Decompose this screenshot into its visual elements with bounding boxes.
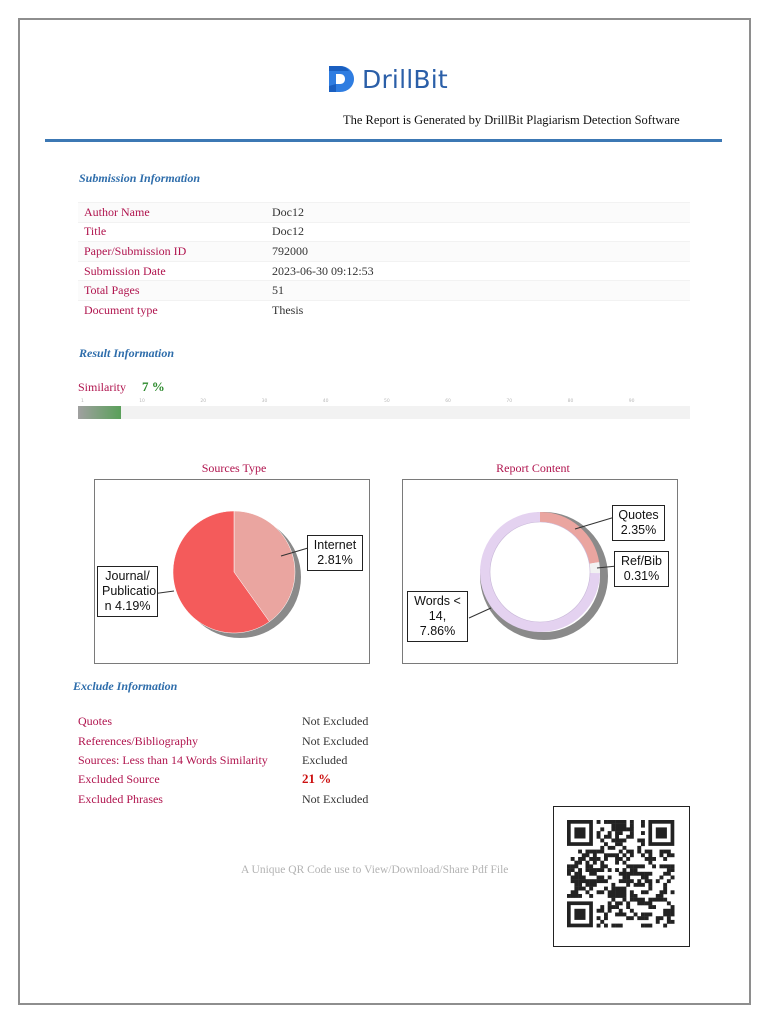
report-content-title: Report Content xyxy=(496,461,570,475)
table-row: Author Name Doc12 xyxy=(78,202,690,223)
exclude-value: Not Excluded xyxy=(302,714,369,728)
exclude-label: Sources: Less than 14 Words Similarity xyxy=(78,753,268,767)
callout-line: Publicatio xyxy=(102,584,157,598)
row-value: Doc12 xyxy=(266,202,690,223)
table-row: Paper/Submission ID 792000 xyxy=(78,241,690,262)
callout-line: n 4.19% xyxy=(104,599,151,613)
words-callout: Words < 14, 7.86% xyxy=(407,591,468,642)
refbib-callout: Ref/Bib 0.31% xyxy=(614,551,669,587)
sources-type-slices xyxy=(172,510,296,634)
submission-info-table: Author Name Doc12 Title Doc12 Paper/Subm… xyxy=(78,202,690,321)
scale-tick: 90 xyxy=(628,399,635,404)
excluded-source-value: 21 % xyxy=(302,771,332,786)
callout-line: Quotes xyxy=(618,508,659,522)
row-value: Doc12 xyxy=(266,221,690,242)
quotes-callout: Quotes 2.35% xyxy=(612,505,665,541)
row-value: Thesis xyxy=(266,299,690,321)
qr-caption: A Unique QR Code use to View/Download/Sh… xyxy=(241,864,509,876)
report-content-svg xyxy=(468,512,618,640)
row-label: Document type xyxy=(78,299,266,321)
drillbit-logo-icon xyxy=(329,66,354,92)
similarity-bar-fill xyxy=(78,406,121,419)
scale-tick: 50 xyxy=(384,399,390,404)
donut-slice-2 xyxy=(480,512,600,632)
report-tagline: The Report is Generated by DrillBit Plag… xyxy=(343,113,680,127)
row-label: Paper/Submission ID xyxy=(78,241,266,262)
internet-callout: Internet 2.81% xyxy=(307,535,363,571)
qr-code[interactable] xyxy=(553,806,690,947)
scale-tick: 1 xyxy=(81,399,84,404)
callout-line: 14, xyxy=(428,609,447,623)
journal-callout: Journal/ Publicatio n 4.19% xyxy=(97,566,158,617)
row-label: Total Pages xyxy=(78,280,266,301)
scale-tick: 70 xyxy=(506,399,513,404)
row-value: 792000 xyxy=(266,241,690,262)
scale-tick: 60 xyxy=(445,399,451,404)
callout-line: Journal/ xyxy=(105,569,150,583)
sources-type-svg xyxy=(151,510,309,638)
exclude-value: Not Excluded xyxy=(302,734,369,748)
table-row: Title Doc12 xyxy=(78,221,690,242)
table-row: Total Pages 51 xyxy=(78,280,690,301)
quotes-leader-line xyxy=(574,516,616,530)
row-value: 2023-06-30 09:12:53 xyxy=(266,260,690,281)
callout-line: 2.81% xyxy=(317,553,353,567)
page-frame xyxy=(18,18,751,1005)
similarity-value: 7 % xyxy=(142,379,165,394)
pie-slice-0 xyxy=(233,510,296,623)
sources-type-chart: Internet 2.81% Journal/ Publicatio n 4.1… xyxy=(94,479,370,664)
exclude-value: Excluded xyxy=(302,753,348,767)
brand-name: DrillBit xyxy=(362,64,448,94)
exclude-label: Excluded Phrases xyxy=(78,792,163,806)
similarity-label: Similarity xyxy=(78,380,126,394)
row-value: 51 xyxy=(266,280,690,301)
scale-tick: 40 xyxy=(322,399,329,404)
callout-line: 2.35% xyxy=(620,523,657,537)
table-row: Document type Thesis xyxy=(78,299,690,321)
scale-tick: 80 xyxy=(567,399,574,404)
scale-tick: 20 xyxy=(200,399,207,404)
sources-type-title: Sources Type xyxy=(201,461,267,475)
table-row: Submission Date 2023-06-30 09:12:53 xyxy=(78,260,690,281)
callout-line: Ref/Bib xyxy=(621,554,662,568)
refbib-leader-line xyxy=(596,565,618,569)
header-divider xyxy=(45,139,722,142)
callout-line: 7.86% xyxy=(419,624,456,638)
report-content-chart: Quotes 2.35% Ref/Bib 0.31% Words < 14, 7… xyxy=(402,479,678,664)
qr-code-icon xyxy=(567,820,675,928)
callout-line: Words < xyxy=(414,594,461,608)
row-label: Submission Date xyxy=(78,260,266,281)
internet-leader-line xyxy=(280,547,309,557)
exclude-label: Excluded Source xyxy=(78,772,160,786)
report-content-slices xyxy=(480,512,600,632)
row-label: Author Name xyxy=(78,202,266,223)
callout-line: 0.31% xyxy=(623,569,660,583)
result-info-title: Result Information xyxy=(79,346,175,360)
callout-line: Internet xyxy=(313,538,357,552)
donut-inner-edge xyxy=(489,521,591,623)
similarity-scale: 1 10 20 30 40 50 60 70 80 90 xyxy=(78,399,690,407)
exclude-info-title: Exclude Information xyxy=(73,679,178,693)
words-leader-line xyxy=(468,607,492,619)
donut-slice-1 xyxy=(480,512,600,632)
scale-tick: 10 xyxy=(139,399,145,404)
exclude-label: References/Bibliography xyxy=(78,734,198,748)
exclude-label: Quotes xyxy=(78,714,112,728)
exclude-value: Not Excluded xyxy=(302,792,369,806)
similarity-bar xyxy=(78,406,690,419)
row-label: Title xyxy=(78,221,266,242)
submission-info-title: Submission Information xyxy=(79,171,201,185)
drillbit-logo: DrillBit xyxy=(326,63,448,95)
scale-tick: 30 xyxy=(261,399,268,404)
pie-slice-1 xyxy=(172,510,270,634)
